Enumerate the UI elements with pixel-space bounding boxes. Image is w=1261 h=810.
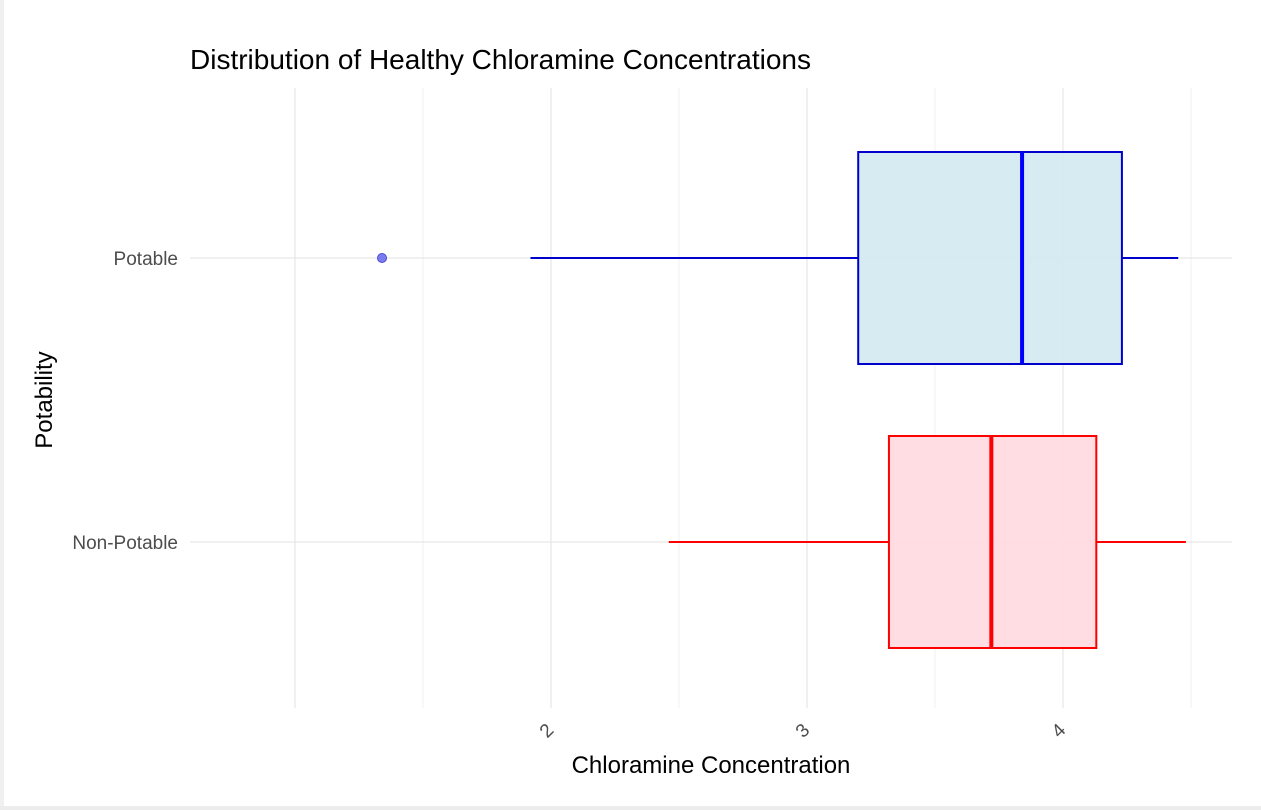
box-non-potable [668, 435, 1186, 649]
x-axis-title: Chloramine Concentration [572, 752, 851, 779]
x-tick-label: 2 [536, 720, 558, 742]
chart-title: Distribution of Healthy Chloramine Conce… [190, 44, 811, 75]
y-tick-label: Potable [114, 249, 178, 270]
box-iqr [857, 151, 1123, 365]
chart-background [4, 0, 1261, 806]
y-tick-labels: Non-Potable Potable [72, 249, 178, 554]
x-tick-labels: 2 3 4 [536, 720, 1071, 743]
box-layer [377, 151, 1186, 649]
y-tick-label: Non-Potable [72, 533, 178, 554]
x-tick-label: 4 [1048, 720, 1071, 743]
outlier-point [377, 253, 388, 263]
window-bottom-edge [0, 806, 1261, 810]
box-potable [377, 151, 1179, 365]
y-axis-title: Potability [31, 351, 58, 448]
x-tick-label: 3 [792, 720, 814, 742]
